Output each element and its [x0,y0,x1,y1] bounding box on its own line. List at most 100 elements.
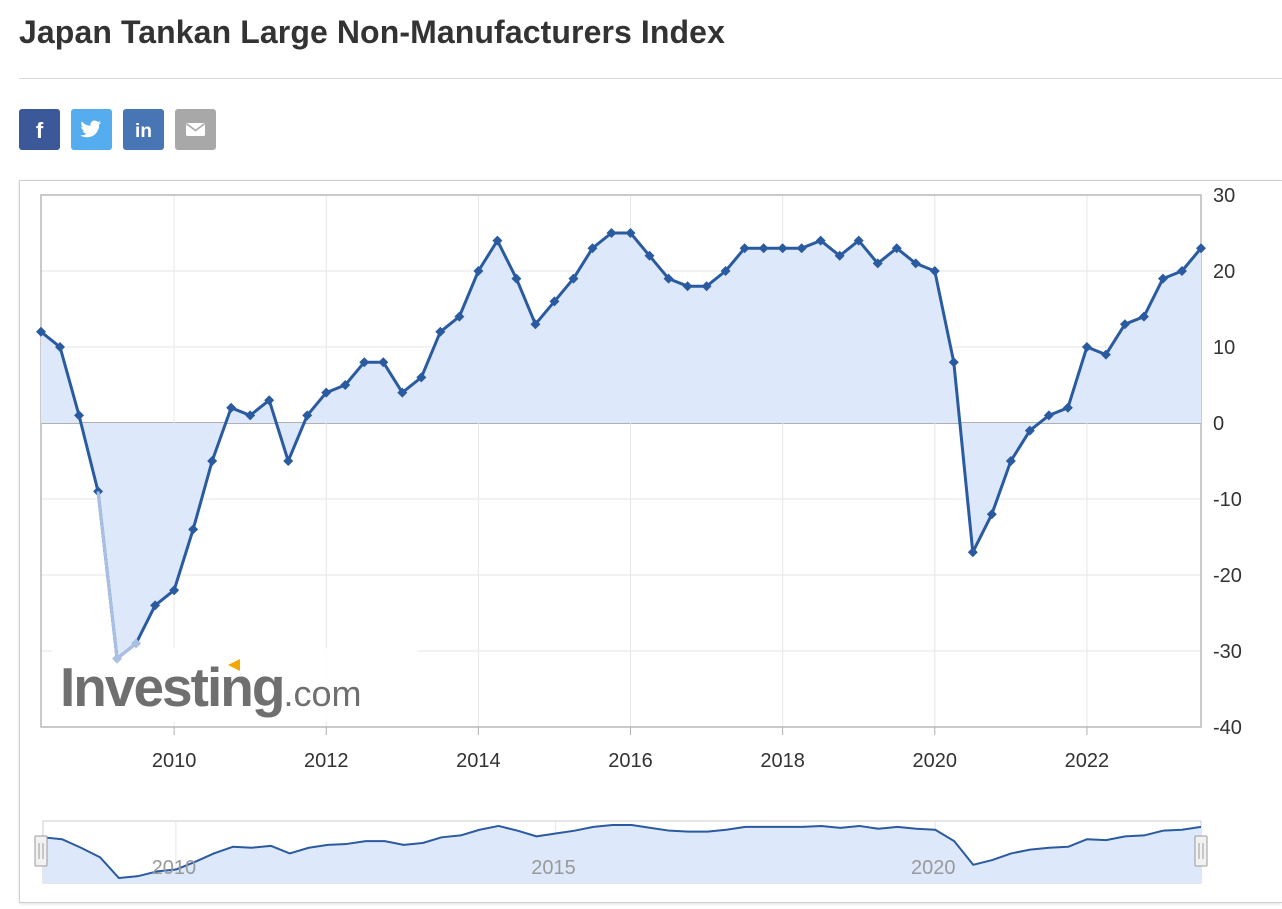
data-point[interactable]: 12 [36,326,46,337]
data-point[interactable]: 1 [74,410,85,421]
twitter-share-button[interactable] [71,109,112,150]
series-line-faded [96,491,138,662]
data-point[interactable]: 5 [340,380,351,390]
data-point[interactable]: 10 [1081,342,1092,352]
data-point[interactable]: 3 [264,395,275,406]
series-area-fill [41,233,1201,659]
data-point[interactable]: 4 [321,387,332,398]
data-point[interactable]: 6 [416,372,427,383]
data-point[interactable]: -1 [1024,425,1035,436]
data-point[interactable]: 1 [245,410,256,421]
x-tick-label: 2016 [608,750,653,772]
svg-text:f: f [36,118,44,143]
y-tick-label: 30 [1213,185,1235,207]
data-point[interactable]: 23 [758,243,769,254]
data-point[interactable]: 2 [226,402,237,413]
data-point[interactable]: -5 [1005,456,1016,466]
data-point[interactable]: 20 [1176,266,1187,276]
email-icon [186,123,205,136]
data-point[interactable]: 24 [853,235,864,246]
data-point[interactable]: 1 [1043,410,1054,421]
linkedin-share-button[interactable]: in [123,109,164,150]
y-tick-label: -20 [1213,565,1242,587]
data-point[interactable]: 25 [625,228,636,238]
data-point[interactable]: 19 [568,273,579,284]
data-point[interactable]: 8 [948,357,959,368]
data-point[interactable]: 24 [815,235,826,246]
svg-text:in: in [135,121,152,142]
data-point[interactable]: 14 [454,311,465,322]
navigator-right-handle[interactable] [1194,835,1208,867]
data-point[interactable]: 22 [834,250,845,261]
data-point[interactable]: -14 [188,524,199,535]
data-point[interactable]: 9 [1100,349,1111,360]
data-point[interactable]: 23 [739,243,750,254]
data-point[interactable]: 10 [55,342,66,352]
facebook-icon: f [36,118,44,143]
series-markers: 12101-9-31-29-24-22-14-5213-514588461214… [36,228,1206,664]
data-point[interactable]: -22 [169,585,180,596]
data-point[interactable]: 13 [1119,319,1130,330]
navigator-tick-label: 2015 [531,857,576,879]
data-point[interactable]: 22 [644,250,655,261]
data-point[interactable]: 13 [530,319,541,330]
y-tick-label: -40 [1213,717,1242,739]
navigator-line [42,824,1202,880]
data-point[interactable]: 16 [549,296,560,307]
data-point[interactable]: 20 [720,266,731,276]
x-tick-label: 2012 [304,750,349,772]
y-tick-label: 10 [1213,337,1235,359]
y-tick-label: -10 [1213,489,1242,511]
data-point[interactable]: 19 [511,273,522,284]
data-point[interactable]: 8 [378,357,389,368]
data-point[interactable]: 21 [872,258,883,269]
x-tick-label: 2010 [152,750,197,772]
investing-watermark: Investing.com [52,648,417,722]
watermark-brand: Investing [60,656,283,718]
data-point[interactable]: -5 [207,456,218,466]
data-point[interactable]: 20 [929,266,940,276]
y-tick-label: 20 [1213,261,1235,283]
x-tick-label: 2020 [913,750,958,772]
data-point[interactable]: -5 [283,456,294,466]
data-point[interactable]: 2 [1062,402,1073,413]
data-point[interactable]: 12 [435,326,446,337]
email-share-button[interactable] [175,109,216,150]
data-point[interactable]: -12 [986,509,997,520]
data-point[interactable]: 21 [910,258,921,269]
data-point[interactable]: -17 [967,547,978,558]
chart-container [19,180,1282,903]
x-tick-label: 2014 [456,750,501,772]
navigator-tick-label: 2020 [911,857,956,879]
data-point[interactable]: 14 [1138,311,1149,322]
data-point[interactable]: 19 [1157,273,1168,284]
plot-border [40,194,1202,728]
navigator-left-handle[interactable] [34,835,48,867]
data-point[interactable]: 23 [796,243,807,254]
navigator[interactable]: 2010 2015 2020 [34,820,1208,884]
data-point[interactable]: 23 [891,243,902,254]
data-point[interactable]: 25 [606,228,617,238]
data-point[interactable]: 1 [302,410,313,421]
data-point[interactable]: -24 [150,600,161,611]
data-point[interactable]: 8 [359,357,370,368]
twitter-icon [80,120,102,138]
data-point[interactable]: 20 [473,266,484,276]
data-point[interactable]: 23 [777,243,788,254]
linkedin-icon: in [135,121,152,142]
y-axis: 30 20 10 0 -10 -20 -30 -40 [1213,185,1242,739]
x-axis: 2010 2012 2014 2016 2018 2020 2022 [152,727,1109,772]
data-point[interactable]: 24 [492,235,503,246]
data-point[interactable]: 18 [701,281,712,292]
data-point[interactable]: 23 [1196,243,1206,254]
x-tick-label: 2018 [760,750,805,772]
title-divider [19,78,1282,79]
data-point[interactable]: 19 [663,273,674,284]
data-point[interactable]: 23 [587,243,598,254]
svg-text:Investing.com: Investing.com [60,656,361,718]
navigator-area [43,825,1201,883]
data-point[interactable]: 4 [397,387,408,398]
facebook-share-button[interactable]: f [19,109,60,150]
data-point[interactable]: 18 [682,281,693,292]
